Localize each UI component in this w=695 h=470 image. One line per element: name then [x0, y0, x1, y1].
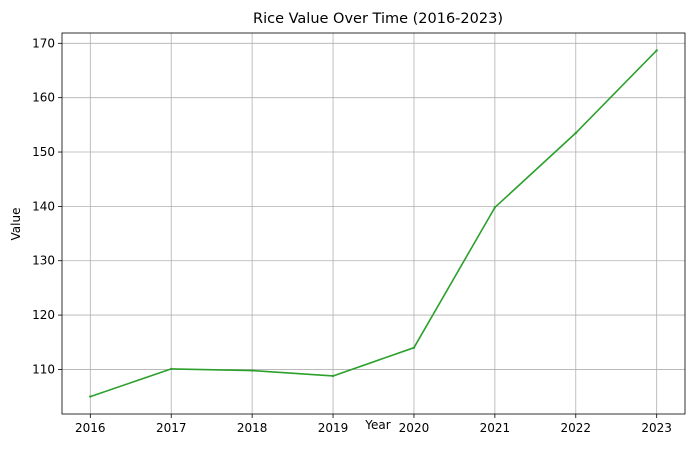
y-tick-label: 150 — [32, 145, 55, 159]
y-axis-label: Value — [9, 208, 23, 241]
x-tick-label: 2022 — [560, 421, 591, 435]
grid — [62, 33, 685, 414]
x-tick-label: 2019 — [318, 421, 349, 435]
series-layer — [89, 49, 658, 398]
y-tick-label: 140 — [32, 199, 55, 213]
x-tick-label: 2021 — [480, 421, 511, 435]
y-tick-label: 160 — [32, 91, 55, 105]
series-line — [90, 49, 658, 398]
chart-title: Rice Value Over Time (2016-2023) — [253, 11, 503, 27]
plot-frame — [61, 32, 686, 415]
y-axis: 110 120 130 140 150 160 170 — [32, 36, 62, 376]
data-point — [655, 49, 658, 52]
data-point — [331, 374, 335, 378]
y-tick-label: 120 — [32, 308, 55, 322]
data-point — [250, 369, 254, 372]
data-point — [574, 131, 577, 135]
x-tick-label: 2017 — [156, 421, 187, 435]
data-point — [493, 206, 497, 209]
y-tick-label: 130 — [32, 254, 55, 268]
x-tick-label: 2018 — [237, 421, 268, 435]
x-tick-label: 2016 — [75, 421, 106, 435]
y-tick-label: 170 — [32, 36, 55, 50]
data-point — [412, 346, 416, 349]
data-point — [89, 395, 92, 398]
y-tick-label: 110 — [32, 362, 55, 376]
x-tick-label: 2020 — [399, 421, 430, 435]
x-axis: 2016 2017 2018 2019 2020 2021 2022 2023 — [75, 414, 672, 435]
x-tick-label: 2023 — [641, 421, 672, 435]
data-point — [170, 367, 173, 371]
x-axis-label: Year — [364, 418, 390, 432]
